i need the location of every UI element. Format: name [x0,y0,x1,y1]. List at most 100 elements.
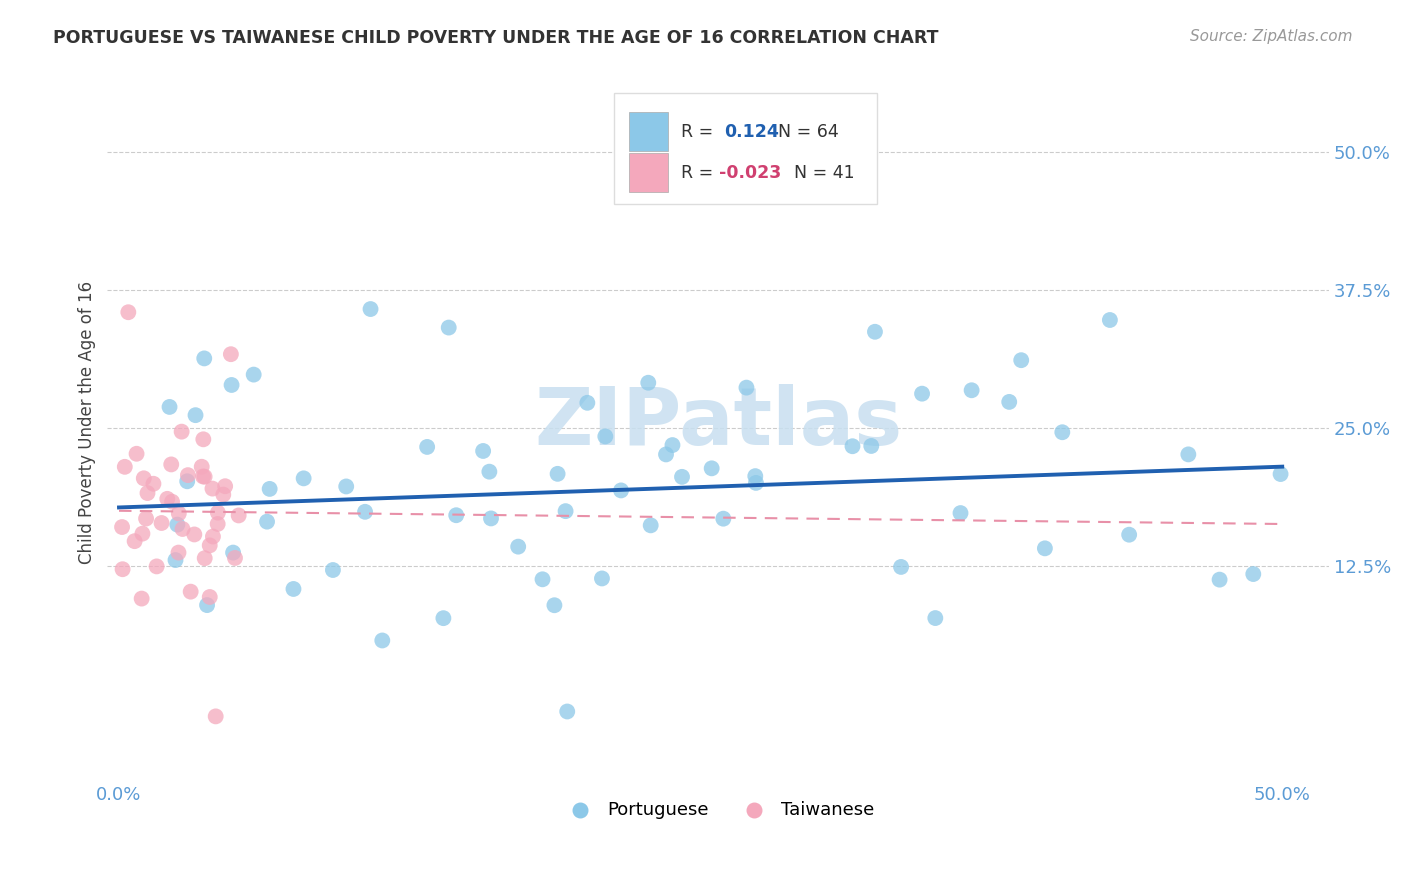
Point [207,516,229,531]
Point [637,376,659,390]
Point [576,396,599,410]
Point [172,522,194,536]
Point [259,482,281,496]
Point [219,347,242,361]
Point [1010,353,1032,368]
Point [114,459,136,474]
Point [655,447,678,461]
Point [194,469,217,483]
Point [911,386,934,401]
Text: R =: R = [682,164,720,182]
Point [166,517,188,532]
Point [335,479,357,493]
Point [478,465,501,479]
Point [949,506,972,520]
Text: Source: ZipAtlas.com: Source: ZipAtlas.com [1189,29,1353,44]
Point [136,486,159,500]
Point [160,458,183,472]
Point [841,439,863,453]
Point [167,545,190,559]
Point [198,538,221,552]
Point [165,553,187,567]
Point [610,483,633,498]
Y-axis label: Child Poverty Under the Age of 16: Child Poverty Under the Age of 16 [79,281,96,564]
Point [671,470,693,484]
Point [745,475,768,490]
Point [1270,467,1292,481]
Point [1052,425,1074,440]
Point [1241,567,1264,582]
Point [640,518,662,533]
Point [190,459,212,474]
Point [700,461,723,475]
Point [132,471,155,485]
Legend: Portuguese, Taiwanese: Portuguese, Taiwanese [555,793,882,826]
Point [1177,447,1199,461]
Point [354,505,377,519]
Point [160,494,183,508]
FancyBboxPatch shape [614,93,877,204]
Point [735,381,758,395]
Point [212,487,235,501]
Point [145,559,167,574]
Point [193,433,215,447]
Text: -0.023: -0.023 [720,164,782,182]
Point [224,551,246,566]
Point [193,351,215,366]
FancyBboxPatch shape [628,153,668,193]
Point [156,491,179,506]
Point [242,368,264,382]
Point [125,447,148,461]
Point [135,511,157,525]
Point [201,529,224,543]
Point [591,571,613,585]
Point [198,590,221,604]
Point [194,551,217,566]
Point [221,378,243,392]
Point [416,440,439,454]
Point [131,591,153,606]
Text: PORTUGUESE VS TAIWANESE CHILD POVERTY UNDER THE AGE OF 16 CORRELATION CHART: PORTUGUESE VS TAIWANESE CHILD POVERTY UN… [53,29,939,46]
Point [201,482,224,496]
Point [117,305,139,319]
Point [508,540,530,554]
Point [283,582,305,596]
Point [1033,541,1056,556]
Point [360,301,382,316]
Point [863,325,886,339]
Point [222,545,245,559]
Point [180,584,202,599]
Point [744,469,766,483]
Point [142,476,165,491]
Point [191,469,214,483]
Point [547,467,569,481]
Point [432,611,454,625]
Point [111,562,134,576]
Text: N = 41: N = 41 [783,164,855,182]
Point [479,511,502,525]
Point [444,508,467,523]
Point [111,520,134,534]
Point [543,599,565,613]
Point [292,471,315,485]
Text: 0.124: 0.124 [724,122,779,141]
Point [1208,573,1230,587]
Point [998,395,1021,409]
Point [531,572,554,586]
Point [177,468,200,483]
Point [1118,527,1140,541]
Point [183,527,205,541]
Text: N = 64: N = 64 [766,122,838,141]
Point [554,504,576,518]
Point [150,516,173,530]
Point [924,611,946,625]
Point [890,560,912,574]
Point [256,515,278,529]
Point [170,425,193,439]
Point [228,508,250,523]
Point [437,320,460,334]
Point [124,534,146,549]
Point [661,438,683,452]
Point [555,705,578,719]
Point [860,439,883,453]
